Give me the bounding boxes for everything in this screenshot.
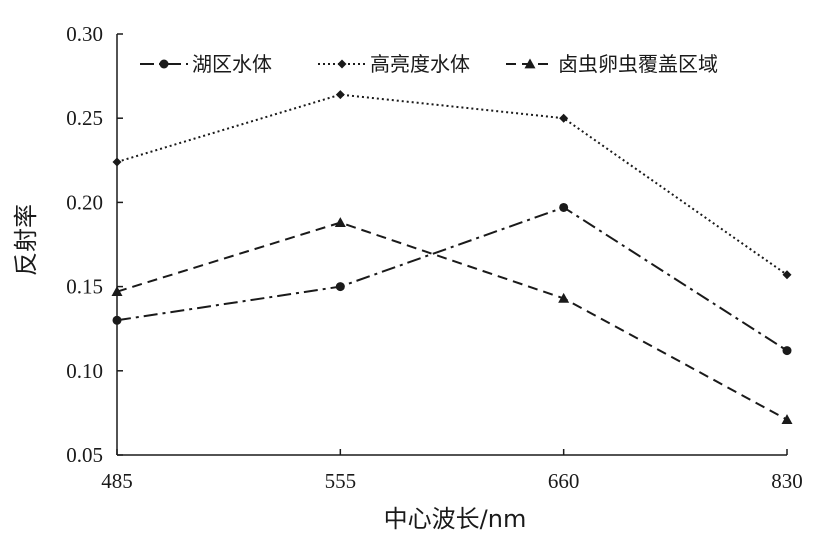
data-point [559, 202, 569, 212]
y-tick-label: 0.30 [66, 22, 103, 46]
legend-label: 卤虫卵虫覆盖区域 [558, 52, 718, 76]
legend-label: 湖区水体 [192, 52, 272, 76]
data-point [111, 286, 123, 297]
series-2 [112, 90, 792, 280]
x-tick-label: 485 [101, 469, 133, 493]
series-3 [111, 217, 793, 425]
legend-item-2: 高亮度水体 [318, 52, 470, 76]
series-1 [112, 202, 792, 356]
data-point [781, 414, 793, 425]
axes: 0.05 0.10 0.15 0.20 0.25 0.30 485 555 660 830 [66, 22, 803, 493]
data-point [159, 59, 169, 69]
series-line [116, 221, 788, 421]
legend: 湖区水体 高亮度水体 卤虫卵虫覆盖区域 [140, 52, 718, 76]
legend-item-1: 湖区水体 [140, 52, 272, 76]
data-point [334, 217, 346, 228]
data-point [112, 157, 122, 167]
legend-item-3: 卤虫卵虫覆盖区域 [506, 52, 718, 76]
y-tick-label: 0.05 [66, 443, 103, 467]
y-tick-label: 0.10 [66, 359, 103, 383]
data-point [558, 292, 570, 303]
x-tick-label: 555 [325, 469, 357, 493]
x-tick-label: 830 [771, 469, 803, 493]
y-axis-label: 反射率 [12, 204, 40, 276]
data-point [524, 58, 536, 69]
x-axis-label: 中心波长/nm [384, 505, 527, 533]
data-point [335, 90, 345, 100]
y-tick-label: 0.20 [66, 190, 103, 214]
y-tick-label: 0.25 [66, 106, 103, 130]
series-line [116, 93, 788, 276]
x-tick-label: 660 [548, 469, 580, 493]
data-point [782, 346, 792, 356]
data-point [782, 270, 792, 280]
data-point [335, 282, 345, 292]
y-tick-label: 0.15 [66, 275, 103, 299]
data-point [112, 315, 122, 325]
data-point [559, 113, 569, 123]
series-layer [111, 90, 793, 425]
series-line [116, 206, 788, 352]
legend-label: 高亮度水体 [370, 52, 470, 76]
data-point [337, 59, 347, 69]
